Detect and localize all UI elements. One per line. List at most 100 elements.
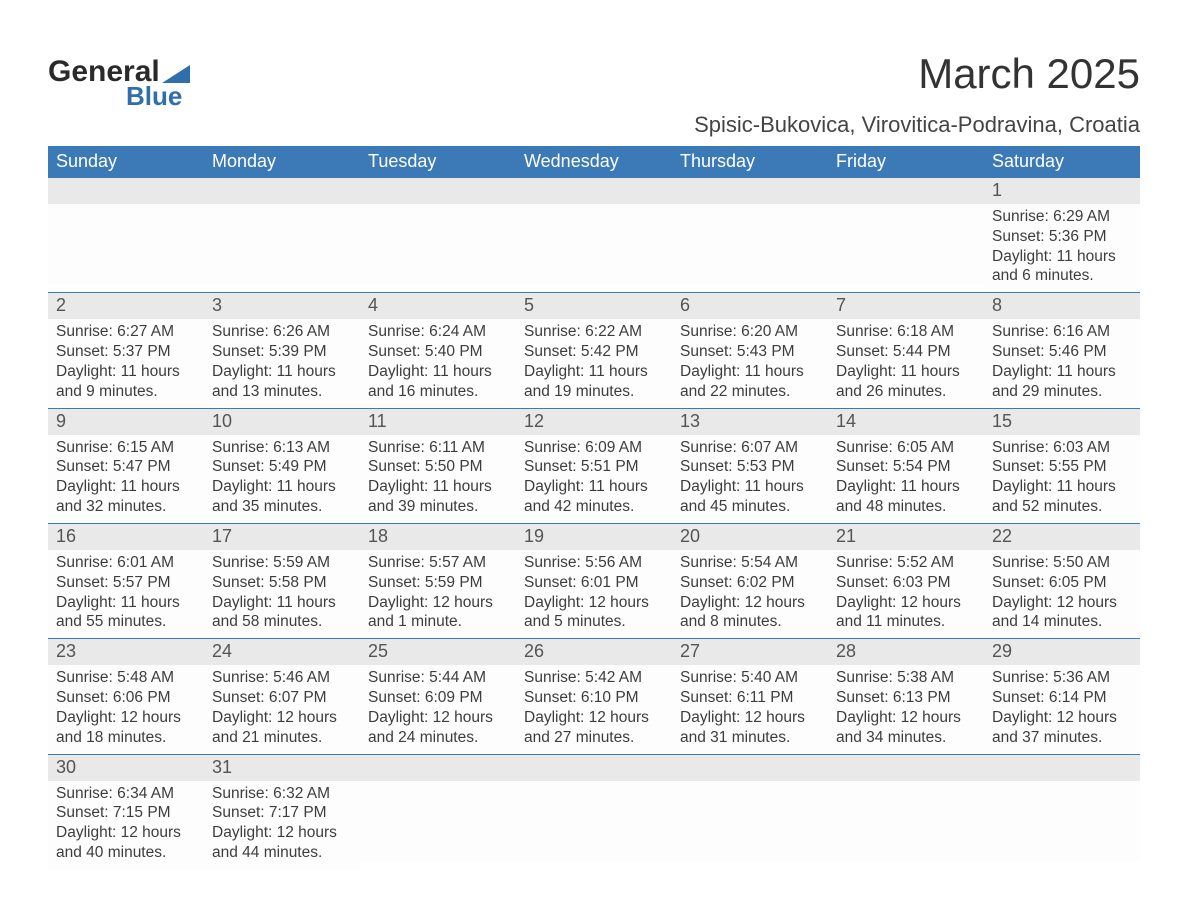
day-body: Sunrise: 6:26 AMSunset: 5:39 PMDaylight:… — [204, 319, 360, 407]
day-body: Sunrise: 6:27 AMSunset: 5:37 PMDaylight:… — [48, 319, 204, 407]
day-d1: Daylight: 12 hours — [836, 593, 976, 613]
day-d2: and 14 minutes. — [992, 612, 1132, 632]
day-sr: Sunrise: 6:13 AM — [212, 438, 352, 458]
day-of-week-header: Sunday Monday Tuesday Wednesday Thursday… — [48, 146, 1140, 178]
day-d2: and 35 minutes. — [212, 497, 352, 517]
day-sr: Sunrise: 6:26 AM — [212, 322, 352, 342]
day-number: 5 — [516, 293, 672, 319]
calendar-cell: 24Sunrise: 5:46 AMSunset: 6:07 PMDayligh… — [204, 639, 360, 753]
day-number: 1 — [984, 178, 1140, 204]
calendar-cell: 6Sunrise: 6:20 AMSunset: 5:43 PMDaylight… — [672, 293, 828, 407]
calendar-cell — [360, 178, 516, 292]
day-ss: Sunset: 7:17 PM — [212, 803, 352, 823]
day-body — [828, 204, 984, 284]
day-sr: Sunrise: 5:56 AM — [524, 553, 664, 573]
day-sr: Sunrise: 5:40 AM — [680, 668, 820, 688]
day-ss: Sunset: 5:59 PM — [368, 573, 508, 593]
calendar-week: 16Sunrise: 6:01 AMSunset: 5:57 PMDayligh… — [48, 524, 1140, 639]
calendar-cell: 5Sunrise: 6:22 AMSunset: 5:42 PMDaylight… — [516, 293, 672, 407]
calendar-cell — [984, 755, 1140, 869]
day-number: 23 — [48, 639, 204, 665]
day-d1: Daylight: 11 hours — [212, 477, 352, 497]
calendar-cell: 28Sunrise: 5:38 AMSunset: 6:13 PMDayligh… — [828, 639, 984, 753]
day-sr: Sunrise: 6:09 AM — [524, 438, 664, 458]
day-d2: and 58 minutes. — [212, 612, 352, 632]
day-d2: and 9 minutes. — [56, 382, 196, 402]
day-body — [516, 781, 672, 861]
day-d1: Daylight: 11 hours — [992, 247, 1132, 267]
day-sr: Sunrise: 6:07 AM — [680, 438, 820, 458]
day-d2: and 16 minutes. — [368, 382, 508, 402]
day-d2: and 1 minute. — [368, 612, 508, 632]
calendar-week: 30Sunrise: 6:34 AMSunset: 7:15 PMDayligh… — [48, 755, 1140, 869]
day-body: Sunrise: 6:32 AMSunset: 7:17 PMDaylight:… — [204, 781, 360, 869]
day-number — [828, 178, 984, 204]
day-body — [360, 204, 516, 284]
day-body: Sunrise: 6:24 AMSunset: 5:40 PMDaylight:… — [360, 319, 516, 407]
day-body — [828, 781, 984, 861]
day-ss: Sunset: 6:01 PM — [524, 573, 664, 593]
calendar-cell: 16Sunrise: 6:01 AMSunset: 5:57 PMDayligh… — [48, 524, 204, 638]
calendar-cell: 7Sunrise: 6:18 AMSunset: 5:44 PMDaylight… — [828, 293, 984, 407]
calendar-cell — [828, 755, 984, 869]
day-d1: Daylight: 12 hours — [680, 593, 820, 613]
day-d2: and 40 minutes. — [56, 843, 196, 863]
day-sr: Sunrise: 6:29 AM — [992, 207, 1132, 227]
day-d1: Daylight: 11 hours — [56, 362, 196, 382]
day-number: 21 — [828, 524, 984, 550]
day-body: Sunrise: 5:59 AMSunset: 5:58 PMDaylight:… — [204, 550, 360, 638]
calendar-cell: 29Sunrise: 5:36 AMSunset: 6:14 PMDayligh… — [984, 639, 1140, 753]
day-ss: Sunset: 5:36 PM — [992, 227, 1132, 247]
day-number: 26 — [516, 639, 672, 665]
day-ss: Sunset: 5:44 PM — [836, 342, 976, 362]
dow-sunday: Sunday — [48, 146, 204, 178]
day-d1: Daylight: 12 hours — [992, 708, 1132, 728]
day-ss: Sunset: 6:02 PM — [680, 573, 820, 593]
day-sr: Sunrise: 6:22 AM — [524, 322, 664, 342]
calendar-cell — [204, 178, 360, 292]
day-d1: Daylight: 11 hours — [524, 477, 664, 497]
day-number — [516, 755, 672, 781]
calendar-cell — [516, 755, 672, 869]
day-body: Sunrise: 6:11 AMSunset: 5:50 PMDaylight:… — [360, 435, 516, 523]
dow-wednesday: Wednesday — [516, 146, 672, 178]
dow-tuesday: Tuesday — [360, 146, 516, 178]
day-number — [204, 178, 360, 204]
day-number — [48, 178, 204, 204]
day-ss: Sunset: 5:43 PM — [680, 342, 820, 362]
day-d1: Daylight: 11 hours — [680, 477, 820, 497]
calendar-cell — [672, 178, 828, 292]
calendar-cell: 30Sunrise: 6:34 AMSunset: 7:15 PMDayligh… — [48, 755, 204, 869]
day-d2: and 22 minutes. — [680, 382, 820, 402]
day-d2: and 21 minutes. — [212, 728, 352, 748]
calendar-cell — [360, 755, 516, 869]
day-ss: Sunset: 6:11 PM — [680, 688, 820, 708]
day-sr: Sunrise: 6:34 AM — [56, 784, 196, 804]
calendar-cell: 22Sunrise: 5:50 AMSunset: 6:05 PMDayligh… — [984, 524, 1140, 638]
day-d1: Daylight: 12 hours — [524, 708, 664, 728]
day-body: Sunrise: 5:52 AMSunset: 6:03 PMDaylight:… — [828, 550, 984, 638]
day-d2: and 31 minutes. — [680, 728, 820, 748]
day-body: Sunrise: 5:56 AMSunset: 6:01 PMDaylight:… — [516, 550, 672, 638]
day-d1: Daylight: 12 hours — [212, 823, 352, 843]
day-d2: and 42 minutes. — [524, 497, 664, 517]
weeks-container: 1Sunrise: 6:29 AMSunset: 5:36 PMDaylight… — [48, 178, 1140, 869]
day-body — [516, 204, 672, 284]
calendar-cell: 27Sunrise: 5:40 AMSunset: 6:11 PMDayligh… — [672, 639, 828, 753]
day-number: 27 — [672, 639, 828, 665]
day-number: 17 — [204, 524, 360, 550]
day-sr: Sunrise: 6:18 AM — [836, 322, 976, 342]
day-d2: and 26 minutes. — [836, 382, 976, 402]
day-body: Sunrise: 6:22 AMSunset: 5:42 PMDaylight:… — [516, 319, 672, 407]
day-d2: and 5 minutes. — [524, 612, 664, 632]
day-d2: and 55 minutes. — [56, 612, 196, 632]
day-ss: Sunset: 6:14 PM — [992, 688, 1132, 708]
day-ss: Sunset: 5:51 PM — [524, 457, 664, 477]
day-number: 22 — [984, 524, 1140, 550]
day-sr: Sunrise: 6:20 AM — [680, 322, 820, 342]
day-d2: and 11 minutes. — [836, 612, 976, 632]
dow-saturday: Saturday — [984, 146, 1140, 178]
day-sr: Sunrise: 5:36 AM — [992, 668, 1132, 688]
day-ss: Sunset: 5:57 PM — [56, 573, 196, 593]
day-d1: Daylight: 11 hours — [212, 593, 352, 613]
